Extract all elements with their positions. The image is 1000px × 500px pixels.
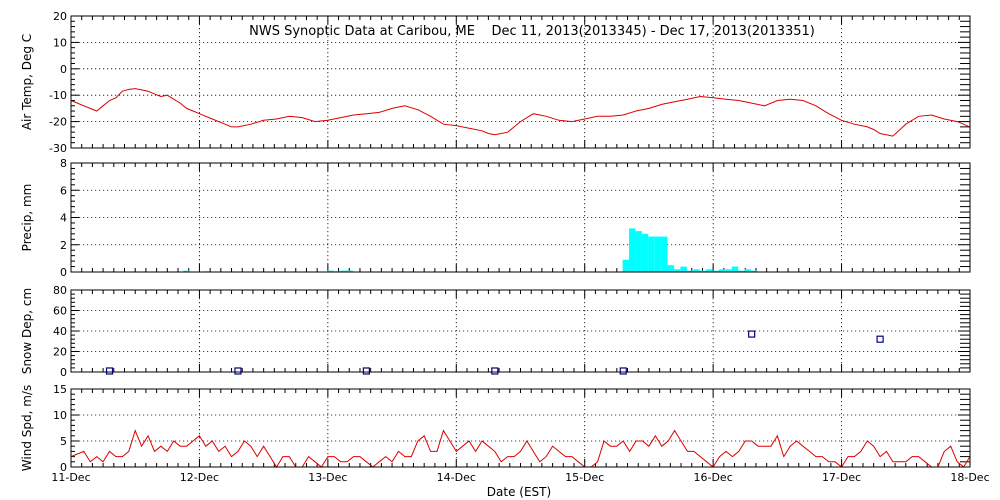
precip-bar (340, 270, 347, 272)
series-line (70, 429, 971, 468)
snow-depth-point (491, 367, 499, 375)
panel-frame (70, 289, 971, 373)
precip-bar (673, 269, 681, 272)
y-axis-label: Precip, mm (20, 184, 34, 252)
panels: -30 -20 -10 0 10 20 Air Temp, Deg C 0 2 4 6 8 Precip… (20, 10, 971, 474)
series-line (70, 88, 971, 137)
y-tick-label: 10 (53, 409, 67, 422)
y-tick-label: 80 (53, 284, 67, 297)
panel-2: 0 2 4 6 8 Precip, mm (20, 157, 971, 279)
panel-1: -30 -20 -10 0 10 20 Air Temp, Deg C (20, 10, 971, 155)
panel-4: 0 5 10 15 Wind Spd, m/s (20, 383, 971, 474)
y-tick-label: -20 (49, 116, 67, 129)
snow-depth-point (619, 367, 627, 375)
precip-bar (183, 270, 190, 272)
precip-bar (751, 270, 758, 272)
x-tick-label: 16-Dec (694, 471, 733, 484)
precip-bar (693, 269, 700, 272)
y-tick-label: 60 (53, 305, 67, 318)
x-axis-label: Date (EST) (487, 485, 551, 499)
y-tick-label: -30 (49, 142, 67, 155)
x-tick-label: 14-Dec (437, 471, 476, 484)
y-tick-label: 2 (60, 239, 67, 252)
precip-bar (635, 231, 642, 272)
x-tick-label: 15-Dec (565, 471, 604, 484)
y-tick-label: 0 (60, 63, 67, 76)
chart-title: NWS Synoptic Data at Caribou, ME Dec 11,… (249, 24, 815, 39)
y-tick-label: 8 (60, 157, 67, 170)
precip-bar (686, 270, 694, 272)
precip-bar (744, 269, 752, 272)
y-tick-label: -10 (49, 89, 67, 102)
y-tick-label: 15 (53, 383, 67, 396)
precip-bar (327, 270, 334, 272)
y-axis-label: Snow Dep, cm (20, 288, 34, 374)
x-tick-label: 18-Dec (950, 471, 989, 484)
precip-bar (641, 233, 649, 272)
y-tick-label: 20 (53, 10, 67, 23)
snow-depth-point (876, 335, 884, 343)
y-tick-label: 20 (53, 346, 67, 359)
precip-bar (654, 236, 662, 272)
y-tick-label: 6 (60, 184, 67, 197)
panel-frame (70, 15, 971, 149)
y-tick-label: 5 (60, 435, 67, 448)
snow-depth-point (748, 330, 756, 338)
x-axis: 11-Dec 12-Dec 13-Dec 14-Dec 15-Dec 16-Dec 17-D… (51, 471, 989, 484)
panel-frame (70, 388, 971, 468)
y-tick-label: 10 (53, 36, 67, 49)
precip-bar (699, 270, 707, 272)
precip-bar (718, 269, 726, 272)
x-tick-label: 11-Dec (51, 471, 90, 484)
precip-bar (731, 266, 739, 272)
y-tick-label: 0 (60, 366, 67, 379)
y-tick-label: 4 (60, 212, 67, 225)
precip-bar (629, 228, 636, 272)
precip-bar (667, 265, 674, 272)
precip-bar (725, 269, 732, 272)
snow-depth-point (362, 367, 370, 375)
precip-bar (346, 270, 353, 272)
y-axis-label: Air Temp, Deg C (20, 34, 34, 130)
precip-bar (706, 269, 713, 272)
precip-bar (712, 270, 719, 272)
y-axis-label: Wind Spd, m/s (20, 385, 34, 471)
y-tick-label: 40 (53, 325, 67, 338)
precip-bar (680, 266, 687, 272)
x-tick-label: 13-Dec (308, 471, 347, 484)
y-tick-label: 0 (60, 461, 67, 474)
precip-bar (648, 236, 655, 272)
snow-depth-point (234, 367, 242, 375)
precip-bar (661, 236, 668, 272)
y-tick-label: 0 (60, 266, 67, 279)
panel-3: 0 20 40 60 80 Snow Dep, cm (20, 284, 971, 379)
precip-bar (622, 259, 630, 272)
snow-depth-point (105, 367, 114, 375)
x-tick-label: 12-Dec (180, 471, 219, 484)
x-tick-label: 17-Dec (822, 471, 861, 484)
panel-frame (70, 162, 971, 273)
precip-bar (738, 270, 745, 272)
